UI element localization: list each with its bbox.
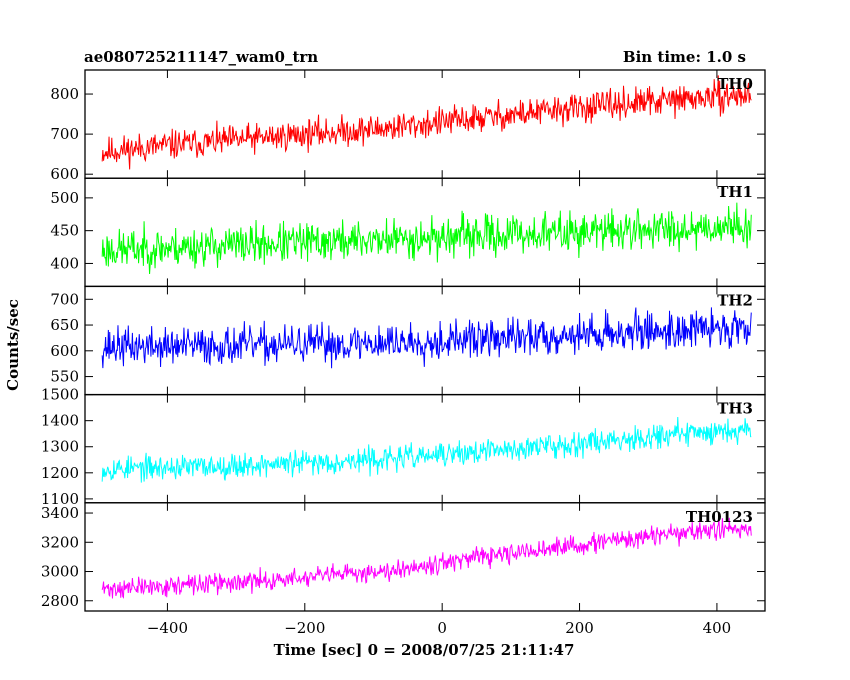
y-tick-label: 600 [50, 342, 79, 360]
panel-th3: 1100 1200 1300 1400 1500 TH3 [41, 386, 766, 508]
y-tick-label: 2800 [41, 592, 79, 610]
y-tick-label: 3400 [41, 504, 79, 522]
series-line-th1 [101, 202, 752, 275]
y-tick-label: 1400 [41, 412, 79, 430]
y-tick-label: 1500 [41, 386, 79, 404]
y-tick-label: 1100 [41, 490, 79, 508]
panel-th1: 400 450 500 TH1 [50, 177, 766, 288]
y-tick-label: 1300 [41, 438, 79, 456]
series-line-th2 [101, 307, 752, 369]
panels-group: 600 700 800 TH0 400 450 500 TH1 550 600 650 700 TH2 1… [41, 69, 766, 637]
x-tick-label: 200 [565, 619, 594, 637]
series-line-th0123 [101, 517, 752, 599]
y-tick-label: 450 [50, 222, 79, 240]
panel-label-th3: TH3 [717, 400, 753, 418]
x-tick-label: 400 [703, 619, 732, 637]
panel-th2: 550 600 650 700 TH2 [50, 285, 766, 396]
panel-frame [84, 502, 766, 612]
y-tick-label: 650 [50, 316, 79, 334]
y-tick-label: 400 [50, 254, 79, 272]
y-axis-label: Counts/sec [4, 299, 22, 391]
chart-title: ae080725211147_wam0_trn [84, 48, 318, 66]
panel-th0123: 2800 3000 3200 3400 TH0123 [41, 502, 766, 612]
x-axis-label: Time [sec] 0 = 2008/07/25 21:11:47 [274, 641, 575, 659]
panel-frame [84, 177, 766, 288]
y-tick-label: 800 [50, 85, 79, 103]
x-tick-label: −200 [284, 619, 325, 637]
panel-label-th1: TH1 [717, 183, 753, 201]
panel-frame [84, 393, 766, 504]
series-line-th0 [101, 75, 752, 170]
x-tick-label: −400 [147, 619, 188, 637]
panel-th0: 600 700 800 TH0 [50, 69, 766, 183]
y-tick-label: 1200 [41, 464, 79, 482]
panel-label-th0123: TH0123 [686, 508, 753, 526]
y-tick-label: 3000 [41, 563, 79, 581]
panel-label-th0: TH0 [717, 75, 753, 93]
y-tick-label: 550 [50, 368, 79, 386]
y-tick-label: 500 [50, 189, 79, 207]
y-tick-label: 700 [50, 290, 79, 308]
bin-time-label: Bin time: 1.0 s [623, 48, 746, 66]
y-tick-label: 600 [50, 165, 79, 183]
y-tick-label: 3200 [41, 533, 79, 551]
panel-label-th2: TH2 [717, 291, 753, 309]
series-line-th3 [101, 417, 752, 483]
x-tick-label: 0 [437, 619, 447, 637]
y-tick-label: 700 [50, 125, 79, 143]
